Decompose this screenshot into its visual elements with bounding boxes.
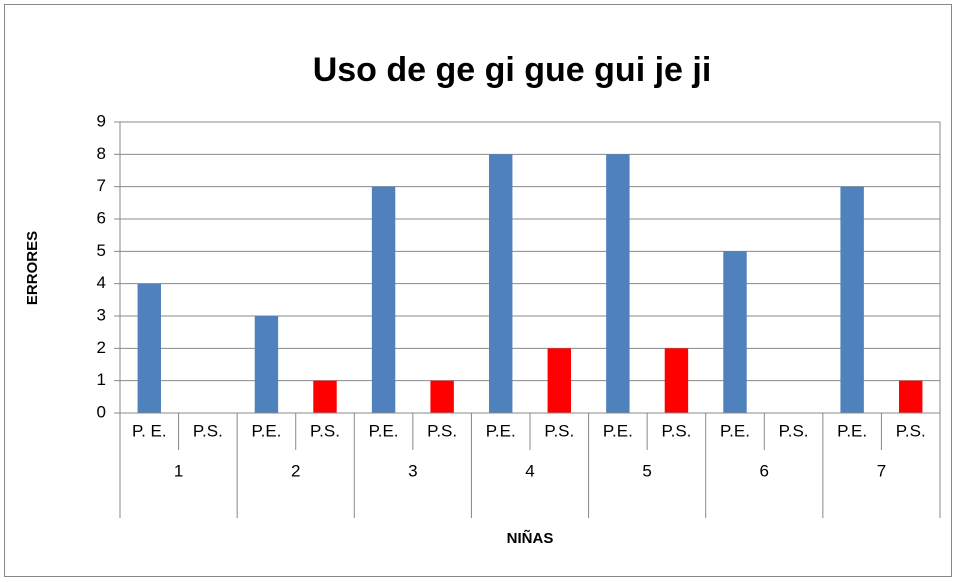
group-label: 3 <box>408 461 417 480</box>
x-tick-label: P.E. <box>603 421 633 440</box>
x-tick-label: P.E. <box>369 421 399 440</box>
y-tick-label: 6 <box>97 208 106 227</box>
x-tick-label: P.S. <box>544 421 574 440</box>
y-tick-label: 8 <box>97 144 106 163</box>
y-tick-label: 9 <box>97 111 106 130</box>
group-label: 5 <box>642 461 651 480</box>
group-label: 4 <box>525 461 534 480</box>
x-axis-title: NIÑAS <box>507 529 554 547</box>
x-tick-label: P.S. <box>896 421 926 440</box>
bar <box>664 348 689 413</box>
chart-border <box>4 4 952 577</box>
y-tick-label: 2 <box>97 338 106 357</box>
y-tick-label: 5 <box>97 241 106 260</box>
bar <box>430 380 454 413</box>
y-tick-label: 0 <box>97 402 106 421</box>
bar <box>254 316 279 413</box>
x-tick-label: P.E. <box>486 421 516 440</box>
y-tick-label: 3 <box>97 305 106 324</box>
group-label: 6 <box>760 461 769 480</box>
group-label: 1 <box>174 461 183 480</box>
x-tick-label: P.S. <box>427 421 457 440</box>
x-tick-label: P.E. <box>251 421 281 440</box>
y-tick-label: 4 <box>97 273 106 292</box>
chart-title: Uso de ge gi gue gui je ji <box>313 51 712 89</box>
x-tick-label: P. E. <box>132 421 167 440</box>
bar <box>489 154 513 414</box>
y-tick-label: 7 <box>97 176 106 195</box>
bar <box>723 251 747 413</box>
bar <box>606 154 630 414</box>
y-tick-label: 1 <box>97 370 106 389</box>
x-tick-label: P.E. <box>720 421 750 440</box>
x-tick-label: P.S. <box>310 421 340 440</box>
group-label: 7 <box>877 461 886 480</box>
x-tick-label: P.S. <box>193 421 223 440</box>
bar <box>840 186 864 413</box>
bar <box>371 186 396 413</box>
x-tick-label: P.S. <box>779 421 809 440</box>
x-tick-label: P.E. <box>837 421 867 440</box>
bar <box>137 283 161 413</box>
bar <box>899 380 923 413</box>
group-label: 2 <box>291 461 300 480</box>
x-tick-label: P.S. <box>661 421 691 440</box>
bar <box>313 380 337 413</box>
y-axis-title: ERRORES <box>24 231 41 305</box>
bar <box>547 348 571 413</box>
